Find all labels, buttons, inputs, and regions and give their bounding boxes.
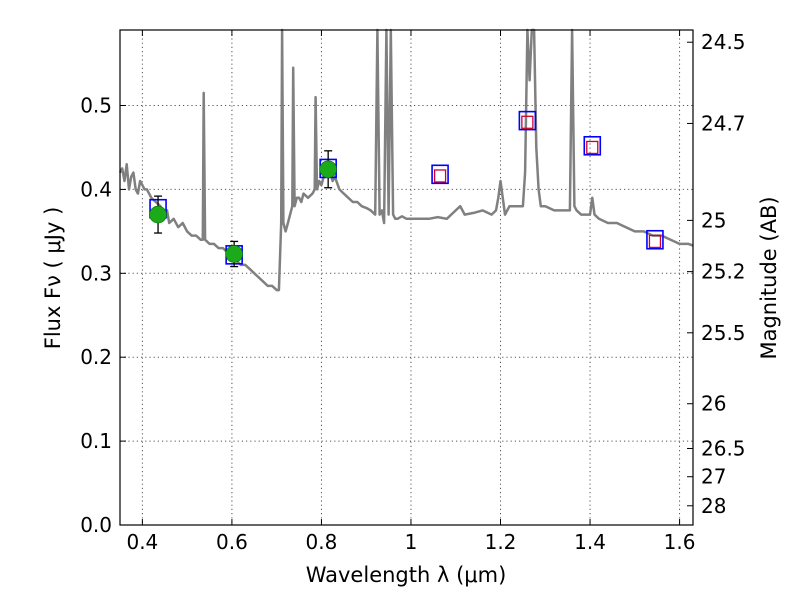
y-tick-label: 0.3: [80, 261, 112, 285]
magnitude-tick-label: 24.7: [701, 111, 746, 135]
y-tick-label: 0.0: [80, 513, 112, 537]
x-tick-label: 1: [405, 530, 418, 554]
magnitude-tick-label: 27: [701, 465, 726, 489]
markers: [149, 110, 664, 268]
magnitude-tick-label: 25.5: [701, 321, 746, 345]
x-tick-label: 1.2: [485, 530, 517, 554]
x-axis-label: Wavelength λ (μm): [306, 563, 507, 587]
predicted-flux-square: [433, 169, 447, 183]
magnitude-ticks: 24.5 24.7 25 25.2 25.5 26 26.5 27 28: [687, 30, 746, 518]
y-ticks: 0.0 0.1 0.2 0.3 0.4 0.5: [80, 94, 126, 537]
observed-flux-point: [149, 205, 167, 224]
magnitude-tick-label: 26: [701, 392, 726, 416]
model-spectrum: [118, 28, 694, 292]
model-flux-box: [583, 135, 602, 156]
model-spectrum-line: [118, 28, 694, 292]
magnitude-tick-label: 25: [701, 208, 726, 232]
x-tick-label: 0.6: [216, 530, 248, 554]
y-tick-label: 0.5: [80, 94, 112, 118]
magnitude-tick-label: 26.5: [701, 436, 746, 460]
x-ticks: 0.4 0.6 0.8 1 1.2 1.4 1.6: [126, 30, 695, 554]
magnitude-tick-label: 25.2: [701, 260, 746, 284]
x-tick-label: 0.4: [126, 530, 158, 554]
y-tick-label: 0.4: [80, 177, 112, 201]
magnitude-tick-label: 24.5: [701, 30, 746, 54]
grid-lines: [120, 30, 693, 526]
plot-frame: [119, 29, 694, 526]
magnitude-tick-label: 28: [701, 494, 726, 518]
x-tick-label: 1.6: [664, 530, 696, 554]
observed-flux-point: [225, 245, 243, 263]
predicted-flux-square: [586, 140, 599, 155]
y-tick-label: 0.2: [80, 345, 112, 369]
model-flux-box: [431, 164, 449, 185]
predicted-flux-square: [521, 115, 534, 129]
x-tick-label: 0.8: [306, 530, 338, 554]
model-flux-box: [646, 229, 664, 250]
observed-flux-point: [319, 160, 337, 179]
x-tick-label: 1.4: [574, 530, 606, 554]
y-tick-label: 0.1: [80, 429, 112, 453]
model-flux-box: [518, 110, 537, 131]
magnitude-axis-label: Magnitude (AB): [757, 196, 781, 359]
predicted-flux-square: [648, 234, 662, 249]
y-axis-label: Flux Fν ( μJy ): [41, 207, 65, 350]
